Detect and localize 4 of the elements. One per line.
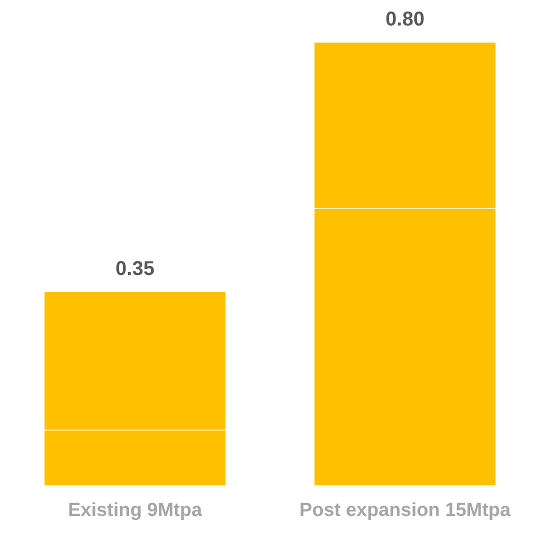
annotation: 0.80: [386, 8, 424, 31]
x-tick-label: Post expansion 15Mtpa: [299, 500, 512, 521]
annotation: 0.35: [116, 258, 154, 280]
x-tick-label: Existing 9Mtpa: [68, 500, 202, 521]
